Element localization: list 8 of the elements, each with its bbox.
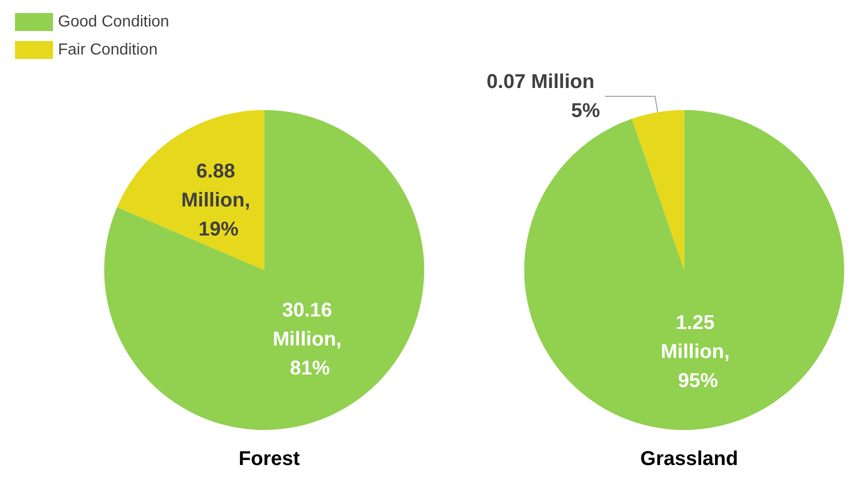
data-label: 6.88 Million, 19% (181, 160, 256, 241)
legend-label: Fair Condition (58, 42, 158, 58)
text: Grassland (640, 448, 738, 470)
text: Forest (238, 448, 300, 470)
data-label: 1.25 Million, 95% (660, 312, 736, 392)
legend-label: Good Condition (58, 14, 170, 30)
data-label: 0.07 Million 5% (486, 70, 600, 122)
data-label: 30.16 Million, 81% (272, 299, 348, 380)
